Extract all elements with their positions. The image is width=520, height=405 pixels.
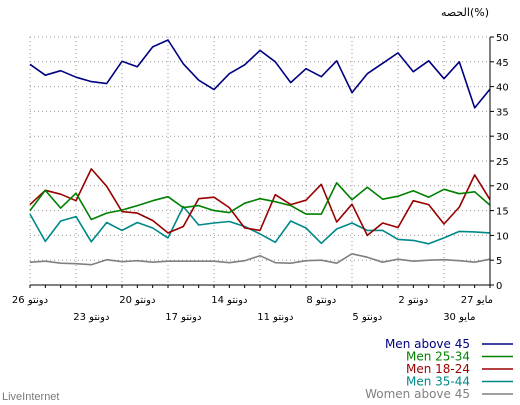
y-tick-label: 45: [496, 58, 509, 69]
legend-label-men-above-45: Men above 45: [385, 337, 470, 351]
axes: [29, 36, 494, 288]
x-tick-label: 20 دونتو: [119, 295, 155, 306]
x-tick-label: 17 دونتو: [165, 312, 201, 323]
y-tick-label: 35: [496, 107, 509, 118]
series-line-women-above-45: [29, 253, 491, 266]
y-tick-label: 10: [496, 231, 509, 242]
x-tick-label: 14 دونتو: [211, 295, 247, 306]
x-tick-labels: 26 دونتو 20 دونتو 14 دونتو 8 دونتو 2 دونتو 27…: [12, 295, 493, 323]
y-tick-label: 15: [496, 207, 509, 218]
y-tick-label: 20: [496, 182, 509, 193]
series-line-men-25-34: [29, 182, 491, 221]
x-tick-label: 5 دونتو: [352, 312, 382, 323]
x-tick-label: 2 دونتو: [398, 295, 428, 306]
y-tick-label: 50: [496, 33, 509, 44]
y-tick-label: 0: [496, 281, 502, 292]
footer-brand: LiveInternet: [2, 391, 59, 403]
y-tick-label: 30: [496, 132, 509, 143]
legend-label-men-35-44: Men 35-44: [406, 375, 470, 389]
y-tick-labels: 0 5 10 15 20 25 30 35 40 45 50: [496, 33, 509, 292]
x-tick-label: 8 دونتو: [306, 295, 336, 306]
series-line-men-35-44: [29, 205, 491, 245]
series-lines: [29, 39, 491, 266]
legend-label-men-25-34: Men 25-34: [406, 350, 470, 364]
y-tick-label: 40: [496, 83, 509, 94]
grid-lines: [29, 36, 491, 285]
x-tick-label: 30 مايو: [443, 312, 475, 323]
y-tick-label: 5: [496, 256, 502, 267]
series-line-men-above-45: [29, 39, 491, 109]
unit-label: الحصه(%): [441, 6, 489, 19]
legend-label-men-18-24: Men 18-24: [406, 362, 470, 376]
x-tick-label: 27 مايو: [461, 295, 493, 306]
series-line-men-18-24: [29, 168, 491, 237]
x-tick-label: 26 دونتو: [12, 295, 48, 306]
x-tick-label: 11 دونتو: [257, 312, 293, 323]
x-tick-label: 23 دونتو: [73, 312, 109, 323]
y-tick-label: 25: [496, 157, 509, 168]
legend-label-women-above-45: Women above 45: [365, 387, 470, 401]
